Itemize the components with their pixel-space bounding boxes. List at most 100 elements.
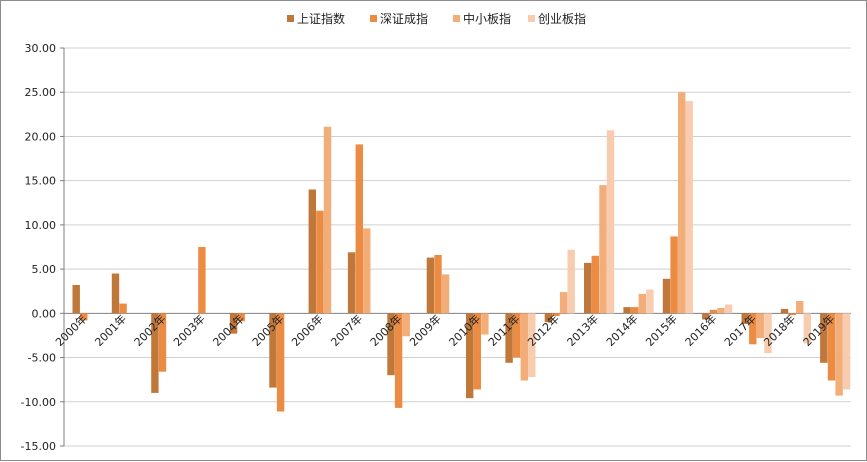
series-0 xyxy=(72,189,828,399)
bar xyxy=(151,313,159,393)
y-tick-label: -5.00 xyxy=(28,352,56,365)
bar xyxy=(662,278,671,314)
chart-bars xyxy=(72,92,851,412)
y-axis: 30.00 25.00 20.00 15.00 10.00 5.00 0.00 -5.00 -1… xyxy=(21,42,65,453)
bar xyxy=(741,313,749,324)
bar xyxy=(387,313,395,376)
bar xyxy=(567,249,575,314)
bar xyxy=(623,307,631,314)
bar xyxy=(803,313,811,344)
bar xyxy=(426,257,435,314)
x-category-label: 2000年 xyxy=(52,312,89,349)
series-1 xyxy=(80,144,836,412)
bar xyxy=(702,313,710,320)
bar xyxy=(466,313,474,399)
bar xyxy=(544,313,553,323)
y-tick-label: -15.00 xyxy=(21,440,56,453)
y-tick-label: 5.00 xyxy=(32,263,57,276)
bar xyxy=(835,313,843,396)
bar xyxy=(80,313,88,321)
x-axis: 2000年 2001年 2002年 2003年 2004年 2005年 2006年 2007年… xyxy=(52,312,837,349)
bar xyxy=(229,313,238,334)
x-category-label: 2013年 xyxy=(564,312,601,349)
bar xyxy=(72,285,80,314)
bar xyxy=(237,313,245,322)
bar xyxy=(402,313,410,337)
bar xyxy=(552,313,560,316)
bar xyxy=(670,236,678,314)
legend-swatch xyxy=(370,15,377,22)
bar xyxy=(842,313,851,390)
bar xyxy=(591,255,599,314)
bar xyxy=(528,313,536,377)
bar xyxy=(638,293,646,314)
bar xyxy=(323,126,332,314)
bar xyxy=(363,228,371,314)
bar xyxy=(584,262,592,314)
bar xyxy=(355,144,363,314)
bar xyxy=(827,313,836,381)
legend-label: 上证指数 xyxy=(297,11,345,26)
series-3 xyxy=(528,101,851,390)
y-tick-label: 10.00 xyxy=(25,219,57,232)
y-tick-label: 20.00 xyxy=(25,130,57,143)
bar xyxy=(749,313,757,345)
y-tick-label: 15.00 xyxy=(25,175,57,188)
bar xyxy=(308,189,316,314)
x-category-label: 2015年 xyxy=(643,312,680,349)
legend-label: 创业板指 xyxy=(538,11,586,26)
x-category-label: 2006年 xyxy=(288,312,325,349)
bar xyxy=(441,274,450,314)
bar xyxy=(764,313,772,354)
bar xyxy=(119,303,127,314)
legend-swatch xyxy=(453,15,460,22)
bar xyxy=(520,313,528,381)
legend-swatch xyxy=(287,15,294,22)
bar xyxy=(756,313,765,339)
legend-swatch xyxy=(528,15,535,22)
bar xyxy=(717,308,725,314)
bar xyxy=(685,101,693,314)
bar xyxy=(788,313,796,316)
x-category-label: 2009年 xyxy=(406,312,443,349)
bar xyxy=(347,252,356,314)
x-category-label: 2001年 xyxy=(92,312,129,349)
bar xyxy=(780,308,789,314)
bar xyxy=(606,130,615,314)
bar xyxy=(559,292,568,314)
bar xyxy=(709,309,718,314)
y-tick-label: -10.00 xyxy=(21,396,56,409)
bar xyxy=(276,313,285,412)
x-category-label: 2004年 xyxy=(210,312,247,349)
bar xyxy=(646,289,654,314)
bar xyxy=(316,210,324,314)
x-category-label: 2003年 xyxy=(170,312,207,349)
x-category-label: 2007年 xyxy=(328,312,365,349)
bar xyxy=(631,307,639,314)
bar xyxy=(158,313,167,372)
x-category-label: 2014年 xyxy=(603,312,640,349)
bar xyxy=(434,255,442,314)
bar xyxy=(796,301,804,314)
legend-label: 深证成指 xyxy=(380,11,428,26)
y-tick-label: 25.00 xyxy=(25,86,57,99)
bar xyxy=(394,313,403,408)
chart-legend: 上证指数 深证成指 中小板指 创业板指 xyxy=(287,11,586,26)
bar xyxy=(198,247,206,314)
bar xyxy=(599,185,607,314)
x-category-label: 2016年 xyxy=(682,312,719,349)
bar xyxy=(678,92,686,314)
bar xyxy=(269,313,277,388)
chart-grid xyxy=(64,47,851,447)
bar xyxy=(820,313,828,363)
y-tick-label: 30.00 xyxy=(25,42,57,55)
bar xyxy=(513,313,521,358)
bar xyxy=(724,304,733,314)
bar xyxy=(473,313,481,390)
y-tick-label: 0.00 xyxy=(32,307,57,320)
bar xyxy=(505,313,513,363)
legend-label: 中小板指 xyxy=(463,11,511,26)
bar xyxy=(481,313,489,335)
